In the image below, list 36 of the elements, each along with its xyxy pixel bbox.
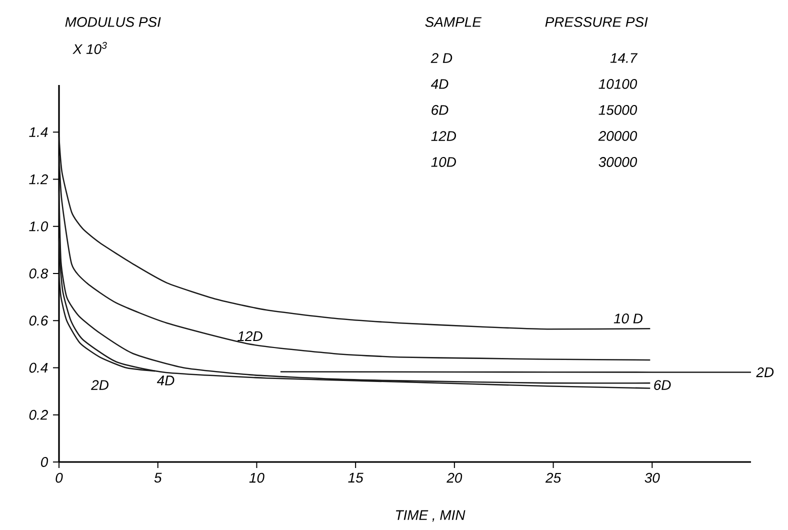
annotation: 6D	[432, 105, 448, 115]
x-tick-label: 30	[644, 472, 660, 483]
annotation: 15000	[598, 105, 638, 115]
x-tick-label: 20	[446, 472, 462, 483]
text: SAMPLE	[425, 17, 482, 27]
annotation: 30000	[598, 157, 638, 167]
annotation: 10D	[431, 157, 456, 167]
x-tick-label: 5	[154, 472, 162, 483]
x-tick-label: 0	[56, 472, 63, 483]
x-tick-label: 15	[348, 472, 364, 483]
y-tick-label: 0	[41, 457, 48, 467]
y-tick-label: 1.4	[29, 127, 48, 137]
x-tick-label: 10	[249, 472, 264, 483]
y-tick-label: 1.2	[29, 174, 48, 184]
series-label: 10 D	[614, 314, 643, 324]
series-label: 2D	[756, 367, 774, 378]
series-label: 4D	[156, 376, 174, 386]
annotation: 4D	[430, 79, 448, 89]
text: PRESSURE PSI	[545, 17, 648, 27]
text: X 10$^{3}$	[72, 42, 107, 54]
x-axis-title: TIME , MIN	[396, 510, 466, 522]
text: 14.7	[610, 53, 638, 63]
y-tick-label: 0.8	[29, 268, 48, 278]
annotation: 20000	[598, 131, 638, 141]
series-label: 6D	[654, 380, 671, 390]
y-tick-label: 0.6	[29, 316, 48, 326]
text: 2 D	[430, 53, 452, 63]
annotation: 10100	[598, 79, 638, 89]
annotation: 12D	[431, 131, 456, 141]
x-tick-label: 25	[545, 472, 562, 483]
series-label: 12D	[238, 331, 262, 341]
y-axis-title: MODULUS PSI	[65, 17, 161, 27]
annotation: 2D	[91, 380, 108, 390]
y-tick-label: 1.0	[29, 221, 48, 232]
y-tick-label: 0.2	[29, 410, 48, 420]
y-tick-label: 0.4	[29, 362, 48, 373]
